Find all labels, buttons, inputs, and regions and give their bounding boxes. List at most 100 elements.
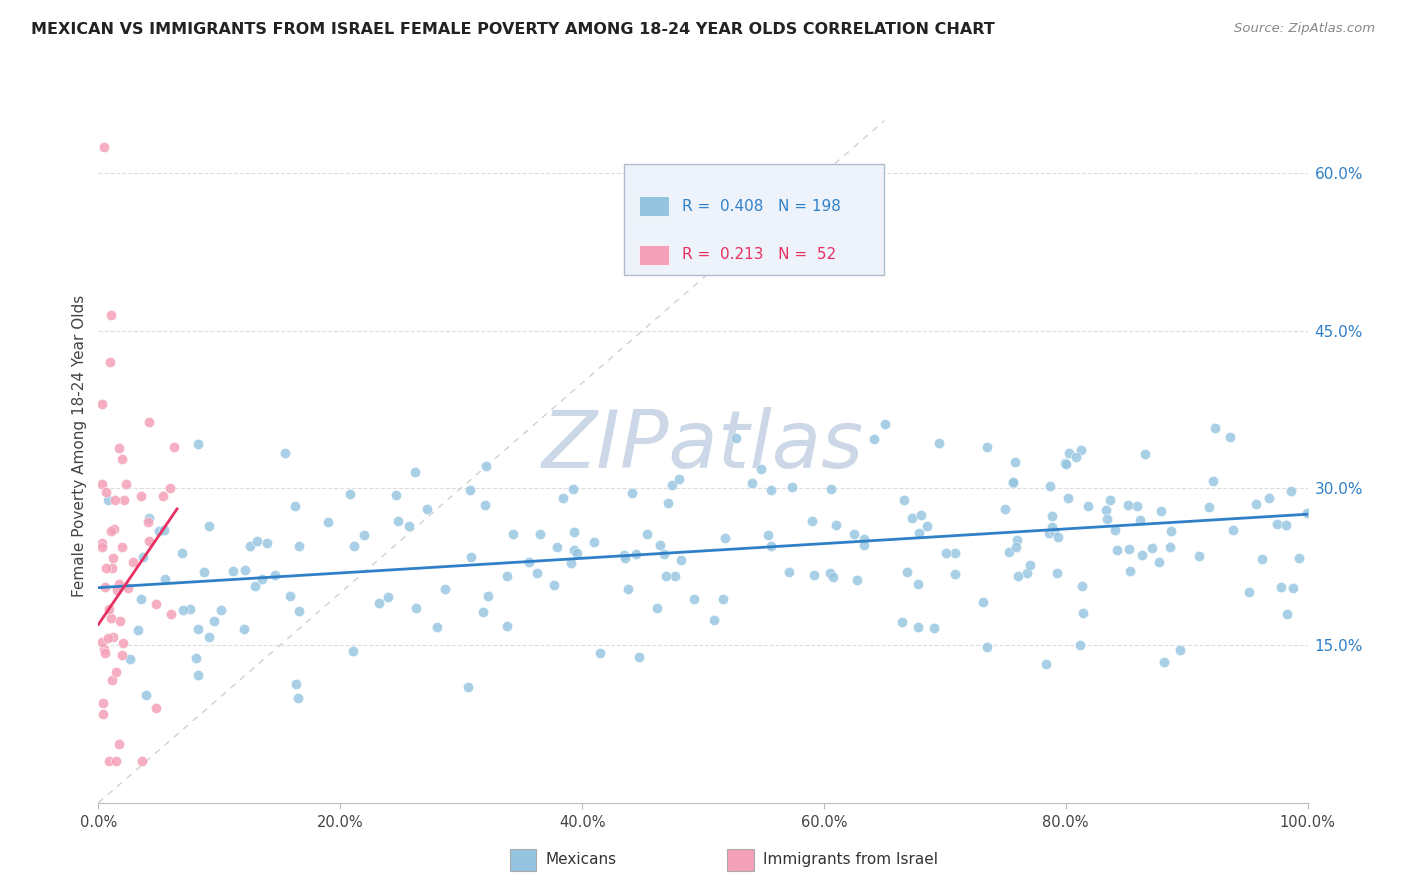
Point — [1149, 555, 1171, 569]
Point — [655, 569, 678, 583]
Bar — [638, 196, 669, 216]
Point — [1004, 454, 1026, 468]
Point — [98, 355, 121, 369]
Point — [890, 615, 912, 630]
Point — [759, 539, 782, 553]
Point — [780, 480, 803, 494]
Point — [703, 613, 725, 627]
Point — [1296, 506, 1319, 520]
Y-axis label: Female Poverty Among 18-24 Year Olds: Female Poverty Among 18-24 Year Olds — [72, 295, 87, 597]
Point — [153, 572, 176, 586]
Point — [458, 483, 481, 497]
Point — [135, 688, 157, 702]
Point — [801, 514, 824, 528]
Point — [1007, 568, 1029, 582]
Point — [553, 491, 575, 505]
Point — [562, 542, 585, 557]
Point — [1035, 657, 1057, 672]
Point — [588, 646, 610, 660]
Point — [543, 577, 565, 591]
Point — [246, 533, 269, 548]
Point — [529, 527, 551, 541]
Point — [924, 621, 946, 635]
Point — [339, 486, 361, 500]
Point — [1054, 457, 1077, 471]
Point — [122, 555, 145, 569]
Point — [1040, 520, 1063, 534]
Point — [1046, 530, 1069, 544]
Point — [91, 540, 114, 554]
Point — [502, 527, 524, 541]
Point — [862, 433, 884, 447]
Point — [1201, 475, 1223, 489]
Point — [90, 397, 112, 411]
Point — [1069, 638, 1091, 652]
Point — [100, 611, 122, 625]
Point — [108, 614, 131, 628]
Point — [1071, 579, 1094, 593]
Point — [117, 581, 139, 595]
Point — [994, 501, 1017, 516]
Point — [110, 648, 132, 662]
Point — [460, 549, 482, 564]
Point — [1043, 524, 1066, 539]
Point — [138, 510, 160, 524]
Text: Source: ZipAtlas.com: Source: ZipAtlas.com — [1234, 22, 1375, 36]
Point — [1160, 524, 1182, 538]
Point — [398, 519, 420, 533]
Point — [873, 417, 896, 431]
Point — [112, 492, 135, 507]
Point — [1288, 551, 1310, 566]
Point — [287, 690, 309, 705]
Point — [910, 508, 932, 523]
Point — [1015, 566, 1038, 580]
Point — [852, 532, 875, 546]
Point — [274, 446, 297, 460]
Point — [1198, 500, 1220, 514]
Point — [621, 485, 644, 500]
Point — [624, 547, 647, 561]
Point — [907, 576, 929, 591]
Point — [853, 538, 876, 552]
Point — [741, 476, 763, 491]
Point — [145, 701, 167, 715]
Point — [583, 535, 606, 549]
Point — [1130, 548, 1153, 562]
Point — [94, 646, 117, 660]
Point — [928, 435, 950, 450]
Point — [94, 580, 117, 594]
Point — [222, 565, 245, 579]
Point — [97, 602, 120, 616]
Point — [724, 431, 747, 445]
Point — [1097, 512, 1119, 526]
Point — [353, 528, 375, 542]
Point — [824, 518, 846, 533]
Point — [1042, 509, 1064, 524]
Point — [132, 549, 155, 564]
Point — [976, 440, 998, 454]
Point — [100, 308, 122, 322]
Point — [1001, 475, 1024, 490]
Point — [1071, 606, 1094, 620]
Point — [1258, 491, 1281, 505]
Point — [285, 677, 308, 691]
Point — [1019, 558, 1042, 572]
Point — [614, 551, 637, 566]
Point — [131, 754, 153, 768]
Point — [288, 604, 311, 618]
Point — [112, 636, 135, 650]
Point — [617, 582, 640, 596]
Point — [1133, 447, 1156, 461]
Point — [1204, 421, 1226, 435]
Text: Mexicans: Mexicans — [546, 853, 617, 867]
Point — [101, 630, 124, 644]
Point — [187, 437, 209, 451]
Point — [648, 537, 671, 551]
Point — [93, 140, 115, 154]
Point — [1118, 498, 1140, 512]
Point — [1118, 541, 1140, 556]
Point — [917, 519, 939, 533]
Point — [803, 567, 825, 582]
Point — [565, 546, 588, 560]
Text: R =  0.213   N =  52: R = 0.213 N = 52 — [682, 247, 837, 262]
